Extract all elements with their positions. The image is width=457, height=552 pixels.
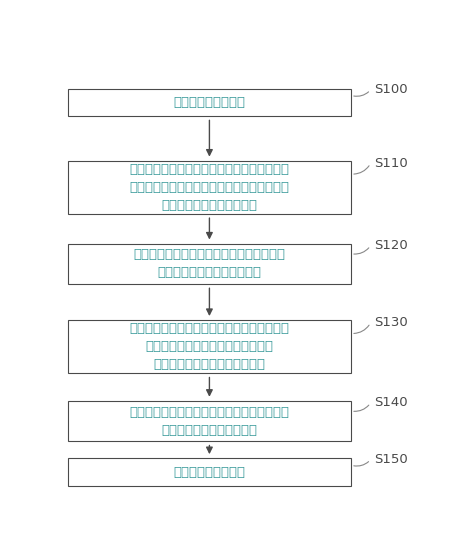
- Text: 衬底上形成外延层。: 衬底上形成外延层。: [173, 96, 245, 109]
- Text: S120: S120: [374, 239, 408, 252]
- Bar: [68, 161, 351, 214]
- Bar: [68, 401, 351, 442]
- Bar: [68, 320, 351, 373]
- Text: S130: S130: [374, 316, 408, 330]
- Text: 焊接热沉和焊接层。: 焊接热沉和焊接层。: [173, 466, 245, 479]
- Text: S110: S110: [374, 157, 408, 170]
- Text: 外延层上形成金属层，金属层覆盖电流注入
区、非电流注入区和隔离区。: 外延层上形成金属层，金属层覆盖电流注入 区、非电流注入区和隔离区。: [133, 248, 286, 279]
- Text: S150: S150: [374, 453, 408, 466]
- Bar: [68, 243, 351, 284]
- Text: S140: S140: [374, 396, 408, 410]
- Text: 金属层上形成多个导电导热结构，相邻导电导
热结构之间有间隙，每个非电流注入
区上都设有多个导电导热结构。: 金属层上形成多个导电导热结构，相邻导电导 热结构之间有间隙，每个非电流注入 区上…: [129, 322, 289, 371]
- Text: 外延层形成至少一个电流注入区和位于电流注
入区两侧的非电流注入区，电流注入区和非电
流注入之间形成有隔离区。: 外延层形成至少一个电流注入区和位于电流注 入区两侧的非电流注入区，电流注入区和非…: [129, 163, 289, 212]
- Text: 多个导电导热柱上形成焊接层，焊接层覆盖导
电导热柱、间隙和金属层。: 多个导电导热柱上形成焊接层，焊接层覆盖导 电导热柱、间隙和金属层。: [129, 406, 289, 437]
- Text: S100: S100: [374, 83, 408, 97]
- Bar: [68, 88, 351, 116]
- Bar: [68, 458, 351, 486]
